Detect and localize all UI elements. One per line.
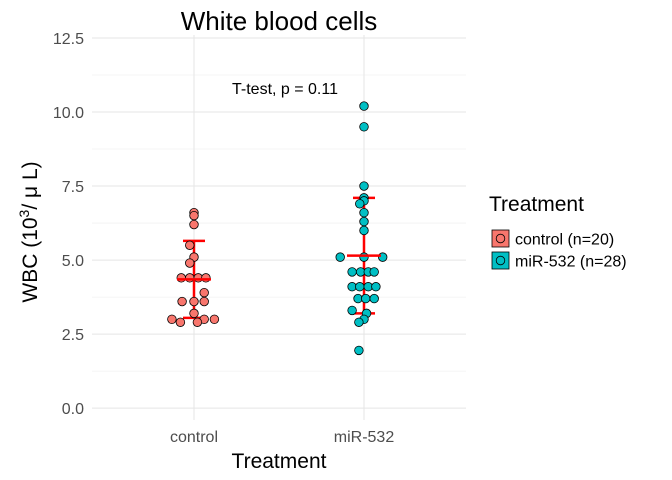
data-point <box>378 252 388 262</box>
data-point <box>369 293 379 304</box>
data-point <box>369 267 379 277</box>
y-axis-ticks: 0.0 2.5 5.0 7.5 10.0 12.5 <box>53 31 84 418</box>
data-point <box>189 308 199 319</box>
data-point <box>199 287 209 298</box>
data-point <box>199 296 209 307</box>
data-point <box>192 317 203 327</box>
data-point <box>355 199 365 209</box>
data-point <box>359 181 369 191</box>
legend-title: Treatment <box>489 193 584 216</box>
data-point <box>359 225 369 236</box>
data-point <box>189 210 199 221</box>
y-axis-title: WBC (103/ μ L) <box>16 161 42 302</box>
data-point <box>359 207 369 218</box>
data-point <box>185 240 195 250</box>
legend-label: miR-532 (n=28) <box>515 254 627 271</box>
x-tick-label: control <box>170 429 218 446</box>
y-tick-label: 0.0 <box>62 401 84 418</box>
y-tick-label: 7.5 <box>62 179 84 196</box>
data-point <box>175 317 186 327</box>
x-tick-label: miR-532 <box>334 429 395 446</box>
legend-key-point <box>495 255 506 266</box>
data-point <box>189 296 199 307</box>
mean-markers <box>177 254 381 281</box>
y-axis-title-prefix: WBC (10 <box>19 217 42 302</box>
data-point <box>371 282 381 292</box>
data-point <box>176 273 186 283</box>
data-point <box>335 252 345 262</box>
data-point <box>361 293 371 304</box>
data-point <box>185 273 195 283</box>
data-point <box>185 258 195 268</box>
data-point <box>359 252 369 262</box>
data-point <box>359 101 369 111</box>
y-tick-label: 10.0 <box>53 105 84 122</box>
y-axis-title-suffix: / μ L) <box>19 161 42 209</box>
data-point <box>354 345 364 356</box>
ttest-annotation: T-test, p = 0.11 <box>232 81 338 98</box>
legend: Treatment control (n=20) miR-532 (n=28) <box>489 193 627 271</box>
error-bars <box>183 196 375 320</box>
y-axis-title-superscript: 3 <box>16 209 32 217</box>
chart-title: White blood cells <box>181 6 378 36</box>
legend-key-point <box>495 233 506 244</box>
data-point <box>347 267 357 277</box>
data-point <box>177 296 187 307</box>
y-tick-label: 2.5 <box>62 327 84 344</box>
data-point <box>189 219 199 230</box>
data-point <box>209 314 220 325</box>
y-tick-label: 12.5 <box>53 31 84 48</box>
data-point <box>359 122 369 132</box>
data-point <box>355 282 365 292</box>
x-axis-ticks: control miR-532 <box>170 429 394 446</box>
data-point <box>354 317 364 327</box>
y-tick-label: 5.0 <box>62 253 84 270</box>
data-point <box>167 314 177 325</box>
data-point <box>347 305 357 316</box>
data-point <box>201 273 211 283</box>
data-point <box>359 216 369 227</box>
legend-label: control (n=20) <box>515 232 614 249</box>
data-points <box>167 101 388 356</box>
x-axis-title: Treatment <box>232 450 327 473</box>
